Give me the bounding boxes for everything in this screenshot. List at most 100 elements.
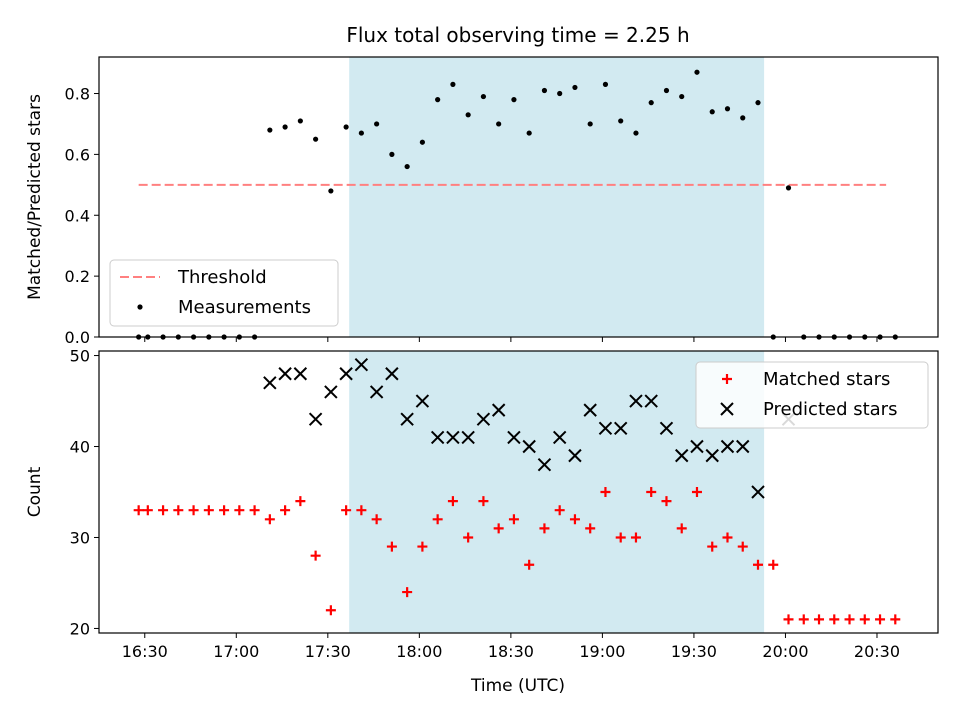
matched-stars-point <box>554 505 565 516</box>
predicted-stars-point <box>308 412 323 426</box>
matched-stars-point <box>615 532 626 543</box>
measurement-point <box>618 118 624 124</box>
matched-stars-point <box>310 550 321 561</box>
measurement-point <box>557 90 563 97</box>
predicted-stars-point <box>354 357 369 372</box>
measurement-point <box>755 100 761 106</box>
x-tick-label: 16:30 <box>122 642 168 661</box>
matched-stars-point <box>341 505 352 516</box>
matched-stars-point <box>737 541 748 552</box>
legend-box <box>695 361 929 429</box>
matched-stars-point <box>783 614 794 625</box>
measurement-point <box>267 127 273 133</box>
matched-stars-point <box>234 505 245 516</box>
measurement-point <box>663 87 670 94</box>
x-tick-label: 17:00 <box>213 642 259 661</box>
matched-stars-point <box>356 505 367 516</box>
matched-stars-point <box>814 614 825 625</box>
legend-matched-label: Matched stars <box>763 369 890 390</box>
matched-stars-point <box>859 614 870 625</box>
matched-stars-point <box>646 487 657 497</box>
y-tick-label: 0.2 <box>65 267 90 286</box>
measurement-point <box>526 130 532 136</box>
predicted-stars-point <box>476 412 491 426</box>
x-tick-label: 20:30 <box>854 642 900 661</box>
predicted-stars-point <box>583 403 597 417</box>
x-tick-label: 19:30 <box>671 642 717 661</box>
measurement-point <box>679 93 685 100</box>
predicted-stars-point <box>751 485 765 499</box>
matched-stars-point <box>142 505 153 516</box>
predicted-stars-point <box>491 403 506 417</box>
measurement-point <box>358 130 364 136</box>
legend-measurements-label: Measurements <box>178 297 311 318</box>
legend-predicted-swatch <box>720 402 734 416</box>
matched-stars-point <box>371 514 382 525</box>
measurement-point <box>343 124 349 130</box>
matched-stars-point <box>158 505 169 516</box>
predicted-stars-point <box>736 439 750 454</box>
measurement-point <box>282 124 288 130</box>
matched-stars-point <box>844 614 855 625</box>
measurement-point <box>389 151 395 157</box>
predicted-stars-point <box>446 430 460 445</box>
matched-stars-point <box>325 605 336 616</box>
matched-stars-point <box>264 514 275 525</box>
measurement-point <box>313 136 319 142</box>
predicted-stars-point <box>552 430 567 445</box>
y-tick-label: 30 <box>70 528 90 547</box>
measurement-point <box>572 84 578 91</box>
matched-stars-point <box>798 614 809 625</box>
matched-stars-point <box>691 487 702 497</box>
predicted-stars-point <box>507 430 521 445</box>
matched-stars-point <box>722 532 733 543</box>
top-panel: 0.0 0.2 0.4 0.6 0.8 Matched/Predicted stars Th… <box>25 56 939 347</box>
matched-stars-point <box>447 496 458 507</box>
observing-window-shade <box>349 57 765 337</box>
predicted-stars-point <box>385 367 399 381</box>
measurement-point <box>480 93 487 100</box>
predicted-stars-point <box>263 376 277 390</box>
y-axis-label: Count <box>25 466 45 517</box>
predicted-stars-point <box>522 439 536 454</box>
measurement-point <box>740 115 746 121</box>
predicted-stars-point <box>400 412 414 426</box>
predicted-stars-point <box>537 458 552 472</box>
predicted-stars-point <box>629 394 643 408</box>
measurement-point <box>450 81 456 87</box>
matched-stars-point <box>585 523 596 534</box>
y-tick-label: 50 <box>70 347 90 366</box>
matched-stars-point <box>219 505 230 516</box>
matched-stars-point <box>508 514 519 525</box>
matched-stars-point <box>630 532 641 543</box>
matched-stars-point <box>569 514 580 525</box>
matched-stars-point <box>829 614 840 625</box>
measurement-point <box>785 185 792 191</box>
measurement-point <box>496 121 502 127</box>
matched-stars-point <box>707 541 718 552</box>
legend-predicted-label: Predicted stars <box>763 399 897 420</box>
matched-stars-point <box>768 559 779 570</box>
measurement-point <box>541 87 548 94</box>
matched-stars-point <box>417 541 428 552</box>
matched-stars-point <box>524 559 535 570</box>
y-axis-label: Matched/Predicted stars <box>25 94 45 300</box>
predicted-stars-point <box>720 439 735 454</box>
measurement-point <box>404 163 410 170</box>
predicted-stars-point <box>705 448 719 463</box>
measurement-point <box>511 97 517 103</box>
matched-stars-point <box>890 614 901 625</box>
predicted-stars-point <box>430 430 445 445</box>
measurement-point <box>648 100 654 106</box>
y-tick-label: 0.8 <box>65 85 90 104</box>
predicted-stars-point <box>369 385 384 399</box>
bottom-panel: 16:30 17:00 17:30 18:00 18:30 19:00 19:30 20:00… <box>25 347 939 661</box>
measurement-point <box>694 69 700 75</box>
matched-stars-point <box>752 559 763 570</box>
predicted-stars-point <box>339 367 353 381</box>
matched-stars-point <box>295 496 306 507</box>
predicted-stars-point <box>644 394 658 408</box>
y-tick-label: 0.4 <box>65 206 90 225</box>
predicted-stars-point <box>613 421 628 436</box>
measurement-point <box>465 112 471 118</box>
